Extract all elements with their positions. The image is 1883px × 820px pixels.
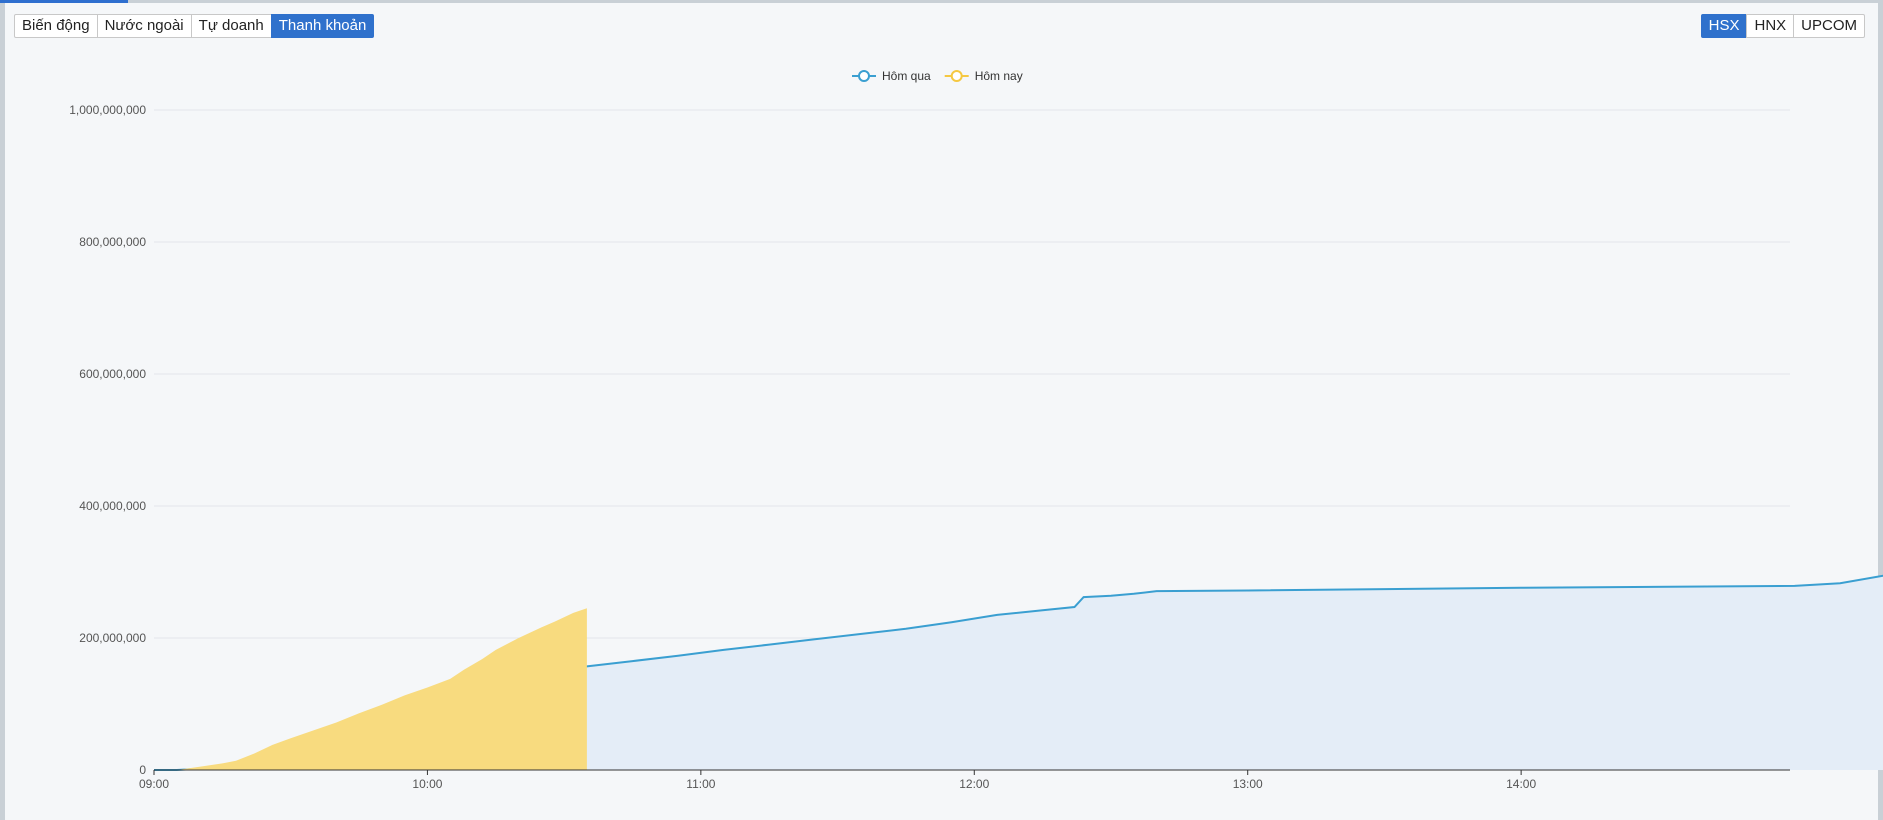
y-tick-label: 400,000,000 xyxy=(79,499,146,513)
x-tick-label: 13:00 xyxy=(1233,777,1263,791)
legend-marker xyxy=(858,70,870,82)
tab-tu-doanh[interactable]: Tự doanh xyxy=(190,14,272,38)
legend-marker xyxy=(950,70,963,82)
tab-bien-dong[interactable]: Biến động xyxy=(14,14,98,38)
tab-thanh-khoan[interactable]: Thanh khoản xyxy=(270,14,375,38)
y-tick-label: 600,000,000 xyxy=(79,367,146,381)
exchange-selector: HSX HNX UPCOM xyxy=(1700,14,1865,38)
y-tick-label: 1,000,000,000 xyxy=(69,103,146,117)
x-tick-label: 10:00 xyxy=(412,777,442,791)
y-tick-label: 800,000,000 xyxy=(79,235,146,249)
series-areas xyxy=(154,574,1883,771)
legend-item-hom-nay[interactable]: Hôm nay xyxy=(944,69,1023,83)
legend-label: Hôm nay xyxy=(975,69,1023,83)
tab-nuoc-ngoai[interactable]: Nước ngoài xyxy=(96,14,192,38)
exchange-upcom-button[interactable]: UPCOM xyxy=(1793,14,1865,38)
x-tick-label: 11:00 xyxy=(686,777,715,791)
view-tabs: Biến động Nước ngoài Tự doanh Thanh khoả… xyxy=(14,14,375,38)
x-tick-label: 09:00 xyxy=(139,777,169,791)
y-tick-label: 0 xyxy=(139,763,146,777)
legend[interactable]: Hôm qua Hôm nay xyxy=(852,69,1023,83)
x-tick-label: 14:00 xyxy=(1506,777,1536,791)
y-tick-label: 200,000,000 xyxy=(79,631,146,645)
exchange-hnx-button[interactable]: HNX xyxy=(1746,14,1795,38)
series-area-hom-qua xyxy=(154,575,1883,770)
x-tick-label: 12:00 xyxy=(959,777,989,791)
grid-lines xyxy=(154,109,1790,639)
series-area-hom-nay xyxy=(176,608,587,770)
legend-label: Hôm qua xyxy=(882,69,931,83)
legend-item-hom-qua[interactable]: Hôm qua xyxy=(852,69,931,83)
axes: 0 200,000,000 400,000,000 600,000,000 800,00… xyxy=(69,103,1790,791)
active-tab-indicator xyxy=(0,0,128,3)
